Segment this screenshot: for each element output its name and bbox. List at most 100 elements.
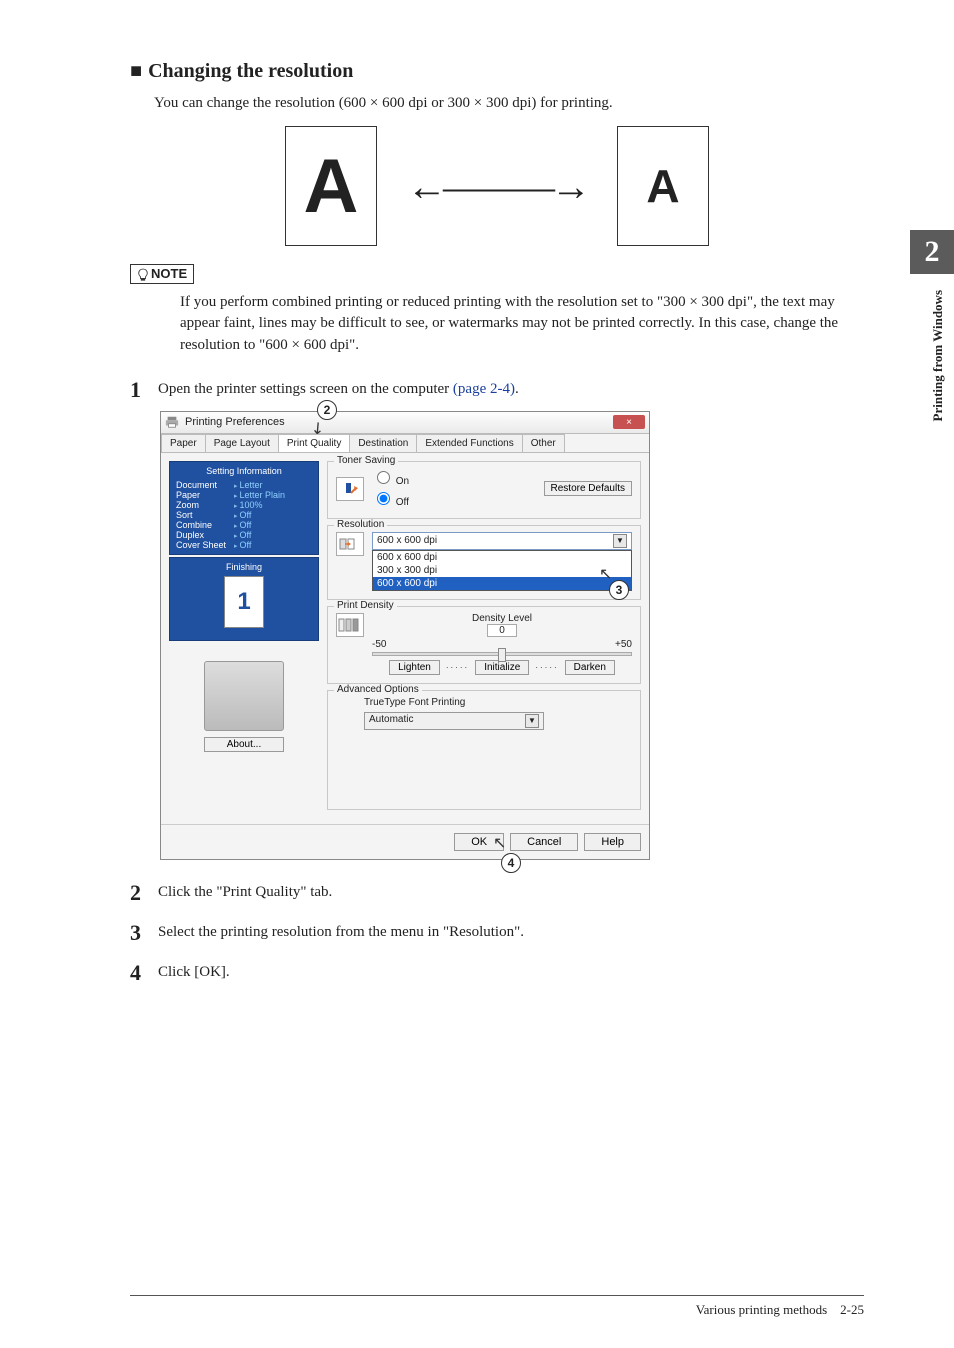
- tab-extended[interactable]: Extended Functions: [416, 434, 522, 452]
- resolution-options: 600 x 600 dpi 300 x 300 dpi 600 x 600 dp…: [372, 550, 632, 591]
- page-footer: Various printing methods 2-25: [130, 1295, 864, 1318]
- info-value: Letter: [234, 480, 263, 490]
- footer-section: Various printing methods: [696, 1302, 827, 1317]
- group-label: Resolution: [334, 519, 387, 530]
- slider-thumb[interactable]: [498, 648, 506, 662]
- chevron-down-icon[interactable]: ▼: [613, 534, 627, 548]
- double-arrow-icon: ←———→: [407, 163, 587, 210]
- info-label: Sort: [176, 510, 234, 520]
- tab-paper[interactable]: Paper: [161, 434, 206, 452]
- tab-destination[interactable]: Destination: [349, 434, 417, 452]
- print-density-group: Print Density Density Level 0 -50 +50: [327, 606, 641, 684]
- info-label: Zoom: [176, 500, 234, 510]
- tab-strip: Paper Page Layout Print Quality Destinat…: [161, 434, 649, 453]
- toner-off-radio[interactable]: [377, 492, 390, 505]
- chevron-down-icon[interactable]: ▼: [525, 714, 539, 728]
- resolution-diagram: A ←———→ A: [130, 126, 864, 246]
- info-label: Combine: [176, 520, 234, 530]
- tab-print-quality[interactable]: Print Quality: [278, 434, 350, 452]
- dialog-screenshot: Printing Preferences × Paper Page Layout…: [160, 411, 650, 860]
- footer-page: 2-25: [840, 1302, 864, 1317]
- resolution-option[interactable]: 600 x 600 dpi: [373, 551, 631, 564]
- step-num-1: 1: [130, 377, 158, 403]
- tab-page-layout[interactable]: Page Layout: [205, 434, 279, 452]
- step1-text-a: Open the printer settings screen on the …: [158, 381, 453, 397]
- density-max: +50: [615, 639, 632, 650]
- help-button[interactable]: Help: [584, 833, 641, 851]
- density-slider[interactable]: [372, 652, 632, 656]
- toner-saving-group: Toner Saving On Off Restore Defaults: [327, 461, 641, 519]
- resolution-option[interactable]: 600 x 600 dpi: [373, 577, 631, 590]
- info-heading: Setting Information: [176, 466, 312, 476]
- resolution-dropdown[interactable]: 600 x 600 dpi ▼ 600 x 600 dpi 300 x 300 …: [372, 532, 632, 591]
- section-title: ■ Changing the resolution: [130, 60, 864, 83]
- title-text: Changing the resolution: [148, 60, 353, 82]
- group-label: Toner Saving: [334, 455, 398, 466]
- info-label: Duplex: [176, 530, 234, 540]
- resolution-group: Resolution 600 x 600 dpi ▼ 600 x 600 dpi: [327, 525, 641, 600]
- toner-icon: [336, 477, 364, 501]
- setting-info-box: Setting Information DocumentLetter Paper…: [169, 461, 319, 555]
- restore-defaults-button[interactable]: Restore Defaults: [544, 481, 632, 496]
- step-1: 1 Open the printer settings screen on th…: [130, 377, 864, 403]
- close-icon[interactable]: ×: [613, 415, 645, 429]
- step-2: 2 Click the "Print Quality" tab.: [130, 880, 864, 906]
- truetype-label: TrueType Font Printing: [364, 697, 632, 708]
- about-button[interactable]: About...: [204, 737, 284, 752]
- step-num-3: 3: [130, 920, 158, 946]
- cancel-button[interactable]: Cancel: [510, 833, 578, 851]
- density-icon: [336, 613, 364, 637]
- page-content: ■ Changing the resolution You can change …: [0, 0, 954, 1348]
- tab-other[interactable]: Other: [522, 434, 565, 452]
- page-thumbnail: 1: [224, 576, 264, 628]
- step4-text: Click [OK].: [158, 960, 230, 981]
- note-badge: NOTE: [130, 264, 194, 284]
- resolution-selected: 600 x 600 dpi: [377, 535, 437, 546]
- finishing-box: Finishing 1: [169, 557, 319, 641]
- window-titlebar: Printing Preferences ×: [161, 412, 649, 434]
- finishing-heading: Finishing: [170, 562, 318, 572]
- dots-icon: ·····: [535, 663, 558, 672]
- info-value: Off: [234, 530, 251, 540]
- high-res-box: A: [285, 126, 377, 246]
- note-text: If you perform combined printing or redu…: [180, 292, 864, 357]
- initialize-button[interactable]: Initialize: [475, 660, 529, 675]
- note-label: NOTE: [151, 266, 187, 281]
- toner-on-radio[interactable]: [377, 471, 390, 484]
- info-value: Off: [234, 520, 251, 530]
- callout-arrow-icon: ↖: [599, 564, 612, 584]
- darken-button[interactable]: Darken: [565, 660, 615, 675]
- resolution-option[interactable]: 300 x 300 dpi: [373, 564, 631, 577]
- info-label: Paper: [176, 490, 234, 500]
- density-min: -50: [372, 639, 386, 650]
- step-3: 3 Select the printing resolution from th…: [130, 920, 864, 946]
- advanced-options-group: Advanced Options TrueType Font Printing …: [327, 690, 641, 810]
- callout-4: 4: [501, 853, 521, 873]
- bullet-icon: ■: [130, 60, 142, 82]
- density-value: 0: [487, 624, 517, 637]
- page-link[interactable]: (page 2-4): [453, 381, 515, 397]
- info-value: 100%: [234, 500, 263, 510]
- truetype-dropdown[interactable]: Automatic ▼: [364, 712, 544, 730]
- intro-text: You can change the resolution (600 × 600…: [154, 93, 864, 114]
- note-icon: [137, 268, 149, 282]
- printer-illustration: [204, 661, 284, 731]
- step-num-2: 2: [130, 880, 158, 906]
- truetype-value: Automatic: [369, 714, 413, 728]
- group-label: Print Density: [334, 600, 397, 611]
- resolution-icon: [336, 532, 364, 556]
- dialog-body: Setting Information DocumentLetter Paper…: [161, 453, 649, 824]
- toner-on-label: On: [396, 476, 409, 487]
- step1-text-b: .: [515, 381, 519, 397]
- big-a-glyph: A: [304, 143, 359, 230]
- step3-text: Select the printing resolution from the …: [158, 920, 524, 941]
- dots-icon: ·····: [446, 663, 469, 672]
- small-a-glyph: A: [646, 159, 679, 213]
- lighten-button[interactable]: Lighten: [389, 660, 440, 675]
- step2-text: Click the "Print Quality" tab.: [158, 880, 332, 901]
- low-res-box: A: [617, 126, 709, 246]
- left-panel: Setting Information DocumentLetter Paper…: [169, 461, 319, 816]
- dialog-buttons: OK Cancel Help: [161, 824, 649, 859]
- info-value: Off: [234, 510, 251, 520]
- group-label: Advanced Options: [334, 684, 422, 695]
